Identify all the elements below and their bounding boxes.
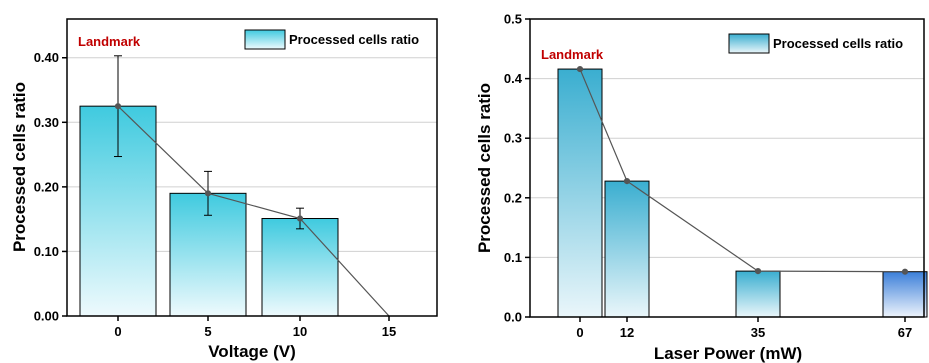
trend-point (204, 190, 212, 197)
x-tick-label: 12 (620, 325, 634, 340)
trend-point (901, 268, 909, 275)
bar (261, 218, 339, 317)
y-tick-label: 0.1 (504, 250, 522, 265)
landmark-annotation: Landmark (541, 47, 604, 62)
y-tick-label: 0.4 (504, 71, 523, 86)
trend-line (576, 65, 909, 275)
y-tick-label: 0.5 (504, 12, 522, 27)
x-tick-label: 5 (204, 324, 211, 339)
trend-point (114, 103, 122, 110)
bar (557, 68, 603, 318)
x-tick-label: 15 (382, 324, 396, 339)
y-tick-label: 0.10 (34, 244, 59, 259)
x-axis-title: Laser Power (mW) (654, 344, 802, 363)
x-axis-title: Voltage (V) (208, 342, 296, 361)
y-axis-title: Processed cells ratio (475, 83, 494, 253)
y-tick-label: 0.30 (34, 115, 59, 130)
chart-voltage: 0.00 0.10 0.20 0.30 0.40 0 5 10 15 Landmark Pro… (10, 18, 438, 361)
x-tick-label: 0 (576, 325, 583, 340)
trend-line (114, 103, 390, 317)
x-ticks: 0 5 10 15 (114, 316, 396, 339)
trend-line-path (117, 105, 390, 317)
bar (604, 180, 650, 318)
trend-point (576, 65, 584, 73)
legend: Processed cells ratio (244, 29, 419, 50)
landmark-annotation: Landmark (78, 34, 141, 49)
legend-label: Processed cells ratio (289, 32, 419, 47)
y-tick-label: 0.0 (504, 310, 522, 325)
x-tick-label: 0 (114, 324, 121, 339)
bars (79, 105, 339, 317)
trend-point (296, 215, 304, 222)
chart-laser-power: 0.0 0.1 0.2 0.3 0.4 0.5 0 12 35 67 Landmark Proc… (475, 12, 928, 363)
x-tick-label: 35 (751, 325, 765, 340)
legend: Processed cells ratio (728, 33, 903, 54)
trend-point (754, 268, 762, 275)
bar (735, 270, 781, 318)
y-tick-label: 0.2 (504, 190, 522, 205)
y-tick-label: 0.3 (504, 131, 522, 146)
y-ticks: 0.0 0.1 0.2 0.3 0.4 0.5 (504, 12, 530, 325)
y-tick-label: 0.40 (34, 50, 59, 65)
legend-swatch (244, 29, 286, 50)
legend-swatch (728, 33, 770, 54)
bar (882, 271, 928, 318)
trend-point (623, 178, 631, 185)
plot-frame (66, 18, 438, 317)
y-tick-label: 0.00 (34, 309, 59, 324)
y-ticks: 0.00 0.10 0.20 0.30 0.40 (34, 50, 67, 324)
x-tick-label: 67 (898, 325, 912, 340)
legend-label: Processed cells ratio (773, 36, 903, 51)
trend-line-path (579, 68, 906, 273)
x-tick-label: 10 (293, 324, 307, 339)
y-axis-title: Processed cells ratio (10, 82, 29, 252)
plot-frame (529, 18, 925, 318)
bars (557, 68, 928, 318)
x-ticks: 0 12 35 67 (576, 317, 912, 340)
y-tick-label: 0.20 (34, 179, 59, 194)
